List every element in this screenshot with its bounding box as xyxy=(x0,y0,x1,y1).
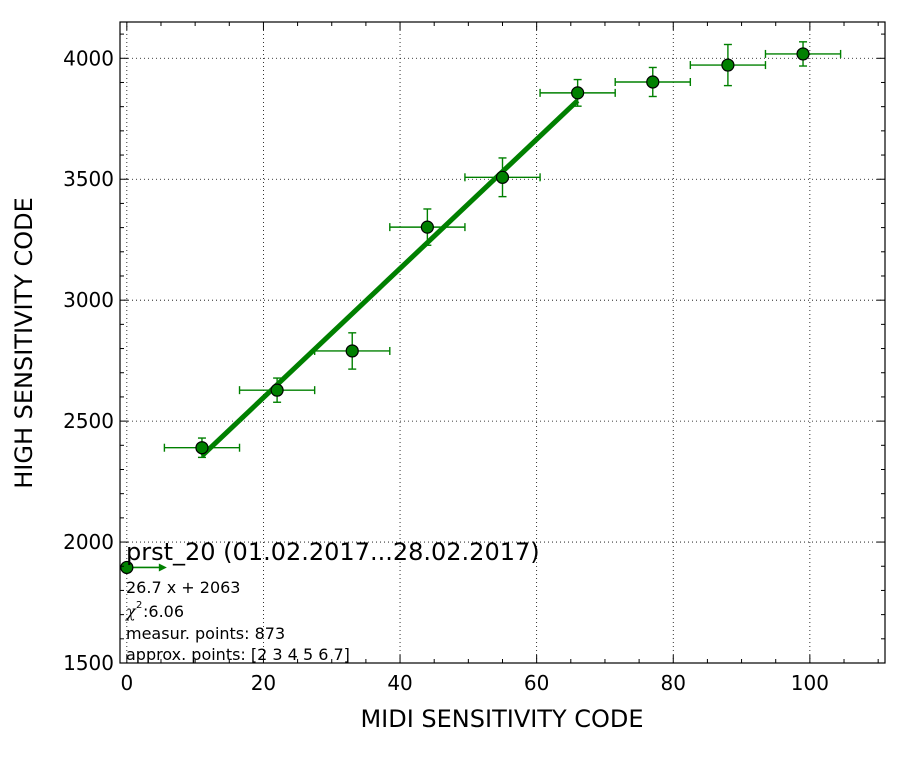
x-tick-label: 60 xyxy=(524,671,549,695)
data-point xyxy=(420,220,434,234)
y-tick-label: 3500 xyxy=(63,167,114,191)
data-point xyxy=(646,75,660,89)
y-axis-label: HIGH SENSITIVITY CODE xyxy=(10,197,38,489)
data-point xyxy=(195,441,209,455)
annotation-title: prst_20 (01.02.2017...28.02.2017) xyxy=(126,538,540,566)
fit-line xyxy=(200,98,580,458)
x-tick-label: 20 xyxy=(251,671,276,695)
extra-data-point xyxy=(120,560,134,575)
annotation-chi-value: :6.06 xyxy=(143,602,184,621)
annotation-chi-power: 2 xyxy=(136,600,142,611)
x-tick-label: 0 xyxy=(120,671,133,695)
x-tick-label: 100 xyxy=(791,671,829,695)
grid-layer xyxy=(120,22,885,664)
data-point xyxy=(495,170,510,184)
point-layer xyxy=(120,47,810,575)
x-axis-label: MIDI SENSITIVITY CODE xyxy=(360,705,643,733)
data-point xyxy=(571,86,585,100)
y-tick-label: 2500 xyxy=(63,409,114,433)
data-point xyxy=(345,344,359,358)
y-tick-label: 1500 xyxy=(63,651,114,675)
annotation-approx-points: approx. points: [2 3 4 5 6 7] xyxy=(126,645,350,664)
plot-frame xyxy=(119,21,886,664)
fit-layer xyxy=(200,98,580,458)
y-tick-label: 2000 xyxy=(63,530,114,554)
data-point xyxy=(721,58,735,72)
x-tick-label: 40 xyxy=(387,671,412,695)
data-point xyxy=(270,383,284,397)
data-point xyxy=(796,47,810,61)
x-tick-label: 80 xyxy=(661,671,686,695)
annotation-measur-points: measur. points: 873 xyxy=(126,624,285,643)
annotation-equation: 26.7 x + 2063 xyxy=(126,578,240,597)
tick-layer: 0 20 40 60 80 100 1500 2000 2500 3000 3500 4000 xyxy=(63,22,885,695)
annotation-block: prst_20 (01.02.2017...28.02.2017) 26.7 x… xyxy=(125,538,540,664)
axes-frame-layer xyxy=(119,21,886,664)
annotation-chi-symbol: χ xyxy=(125,602,137,621)
y-tick-label: 3000 xyxy=(63,288,114,312)
extra-point-arrow-head xyxy=(158,563,167,572)
y-tick-label: 4000 xyxy=(63,46,114,70)
